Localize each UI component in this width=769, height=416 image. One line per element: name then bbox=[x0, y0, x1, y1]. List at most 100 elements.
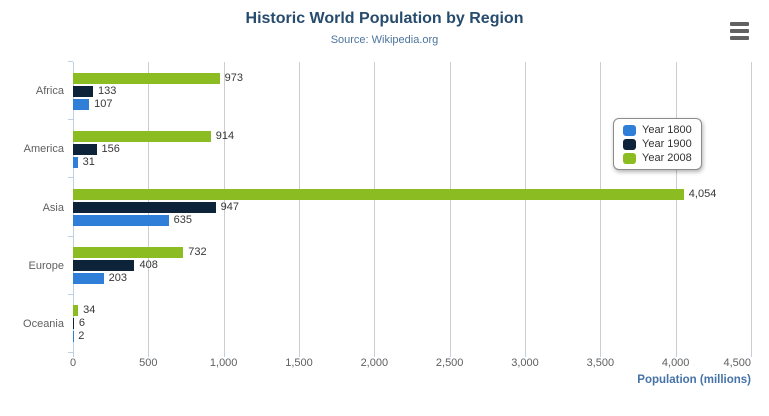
axis-tick bbox=[751, 353, 752, 357]
value-axis-labels: 0 500 1,000 1,500 2,000 2,500 3,000 3,500 4,000 4… bbox=[69, 357, 751, 370]
chart-title: Historic World Population by Region bbox=[245, 10, 524, 27]
x-tick-label: 3,000 bbox=[511, 357, 539, 369]
bar-line: 635 bbox=[73, 215, 751, 226]
x-tick-label: 2,500 bbox=[435, 357, 464, 369]
bar-year-2008-europe[interactable] bbox=[73, 247, 184, 259]
data-label-year-1900-oceania: 6 bbox=[78, 317, 86, 330]
legend-label: Year 1800 bbox=[642, 124, 692, 136]
axis-tick bbox=[374, 353, 376, 357]
axis-tick bbox=[675, 353, 677, 357]
category-label-oceania: Oceania bbox=[23, 317, 64, 330]
legend-label: Year 2008 bbox=[642, 152, 692, 164]
bar-line: 34 bbox=[73, 304, 751, 317]
data-label-year-1900-asia: 947 bbox=[220, 201, 240, 213]
bar-year-1900-america[interactable] bbox=[73, 143, 97, 155]
hamburger-bar bbox=[730, 29, 749, 33]
category-tick bbox=[68, 177, 73, 179]
bar-year-1800-europe[interactable] bbox=[73, 273, 104, 285]
hamburger-bar bbox=[730, 22, 749, 26]
bar-line: 6 bbox=[73, 317, 751, 330]
bar-year-1900-africa[interactable] bbox=[73, 85, 94, 97]
gridline bbox=[374, 62, 376, 353]
axis-tick bbox=[449, 353, 451, 357]
category-tick bbox=[68, 235, 73, 237]
gridline bbox=[600, 62, 602, 353]
axis-tick bbox=[600, 353, 602, 357]
axis-tick bbox=[299, 353, 300, 357]
bar-year-1800-america[interactable] bbox=[73, 156, 78, 168]
x-tick-label: 3,500 bbox=[586, 357, 615, 369]
data-label-year-2008-africa: 973 bbox=[224, 71, 243, 84]
bar-line: 107 bbox=[73, 97, 751, 110]
category-label-asia: Asia bbox=[42, 201, 64, 214]
legend: Year 1800 Year 1900 Year 2008 bbox=[613, 118, 702, 170]
category-label-africa: Africa bbox=[35, 85, 64, 98]
x-axis-title: Population (millions) bbox=[637, 374, 751, 386]
x-tick-label: 500 bbox=[139, 357, 158, 369]
gridline bbox=[299, 62, 300, 353]
bar-year-2008-america[interactable] bbox=[73, 130, 211, 142]
axis-tick bbox=[223, 353, 225, 357]
bar-year-2008-asia[interactable] bbox=[73, 189, 684, 200]
plot-rows: 973 133 107 914 156 31 4,054 947 635 732 408 203 34 6… bbox=[73, 62, 751, 353]
category-tick bbox=[68, 119, 73, 121]
legend-swatch-year-2008 bbox=[623, 152, 636, 164]
category-axis-labels: Africa America Asia Europe Oceania bbox=[0, 62, 64, 353]
category-tick bbox=[68, 352, 73, 353]
bar-line: 732 bbox=[73, 246, 751, 259]
bar-line: 914 bbox=[73, 129, 751, 142]
legend-item-year-2008[interactable]: Year 2008 bbox=[623, 152, 692, 164]
data-label-year-1900-europe: 408 bbox=[139, 259, 158, 272]
axis-tick bbox=[525, 353, 526, 357]
data-label-year-2008-europe: 732 bbox=[188, 246, 207, 259]
bar-year-2008-oceania[interactable] bbox=[73, 305, 79, 317]
data-label-year-1800-america: 31 bbox=[82, 155, 95, 168]
bar-line: 31 bbox=[73, 155, 751, 168]
category-tick bbox=[68, 293, 73, 295]
bar-line: 4,054 bbox=[73, 189, 751, 200]
data-label-year-1800-europe: 203 bbox=[108, 272, 127, 285]
bar-year-2008-africa[interactable] bbox=[73, 72, 220, 84]
category-group-asia: 4,054 947 635 bbox=[73, 178, 751, 236]
x-tick-label: 4,500 bbox=[723, 357, 751, 369]
data-label-year-1800-oceania: 2 bbox=[78, 330, 85, 343]
category-label-america: America bbox=[23, 143, 64, 156]
bar-line: 133 bbox=[73, 84, 751, 97]
x-tick-label: 4,000 bbox=[661, 357, 690, 369]
bar-line: 947 bbox=[73, 202, 751, 213]
gridline bbox=[675, 62, 677, 353]
category-label-europe: Europe bbox=[28, 259, 64, 272]
data-label-year-2008-america: 914 bbox=[215, 129, 235, 142]
bar-line: 408 bbox=[73, 259, 751, 272]
bar-year-1800-asia[interactable] bbox=[73, 215, 169, 226]
bar-line: 156 bbox=[73, 142, 751, 155]
x-tick-label: 2,000 bbox=[360, 357, 389, 369]
x-tick-label: 0 bbox=[69, 357, 77, 369]
x-tick-label: 1,000 bbox=[209, 357, 238, 369]
data-label-year-1800-asia: 635 bbox=[173, 214, 193, 226]
plot-area: 973 133 107 914 156 31 4,054 947 635 732 408 203 34 6… bbox=[68, 61, 752, 357]
bar-year-1900-europe[interactable] bbox=[73, 260, 135, 272]
legend-item-year-1800[interactable]: Year 1800 bbox=[623, 124, 692, 136]
axis-tick bbox=[73, 353, 74, 357]
data-label-year-2008-asia: 4,054 bbox=[688, 188, 717, 200]
gridline bbox=[525, 62, 526, 353]
gridline bbox=[449, 62, 451, 353]
gridline bbox=[223, 62, 225, 353]
data-label-year-2008-oceania: 34 bbox=[83, 304, 96, 317]
bar-year-1900-oceania[interactable] bbox=[73, 318, 74, 330]
chart-subtitle: Source: Wikipedia.org bbox=[330, 34, 439, 46]
bar-line: 2 bbox=[73, 330, 751, 343]
bar-line: 973 bbox=[73, 71, 751, 84]
data-label-year-1900-america: 156 bbox=[101, 142, 120, 155]
legend-item-year-1900[interactable]: Year 1900 bbox=[623, 138, 692, 150]
bar-year-1900-asia[interactable] bbox=[73, 202, 216, 213]
bar-line: 203 bbox=[73, 272, 751, 285]
bar-year-1800-africa[interactable] bbox=[73, 98, 90, 110]
hamburger-menu-icon[interactable] bbox=[730, 22, 749, 40]
data-label-year-1900-africa: 133 bbox=[98, 84, 117, 97]
category-group-oceania: 34 6 2 bbox=[73, 295, 751, 353]
data-label-year-1800-africa: 107 bbox=[94, 97, 113, 110]
category-group-europe: 732 408 203 bbox=[73, 237, 751, 295]
legend-swatch-year-1800 bbox=[623, 124, 636, 136]
